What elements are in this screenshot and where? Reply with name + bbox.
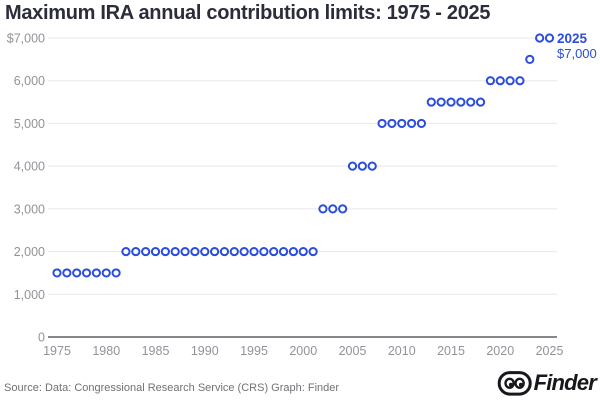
finder-wordmark: Finder [533,370,597,395]
data-point-2020 [495,76,505,86]
data-point-1998 [278,246,289,257]
data-point-2010 [397,118,407,129]
y-axis-tick-6000: 6,000 [14,74,45,88]
source-attribution: Source: Data: Congressional Research Ser… [4,382,340,394]
x-axis-tick-1995: 1995 [240,344,268,358]
data-point-1987 [170,246,180,257]
y-axis-tick-5000: 5,000 [14,117,45,131]
latest-point-annotation: 2025 $7,000 [557,31,597,61]
data-point-1988 [180,246,190,257]
y-axis-tick-1000: 1,000 [14,288,45,302]
data-point-1975 [52,268,62,278]
chart-title: Maximum IRA annual contribution limits: … [5,2,491,24]
data-point-1981 [111,268,121,278]
x-axis-tick-1990: 1990 [191,344,219,358]
data-point-2017 [466,97,476,107]
data-point-1996 [259,246,269,257]
y-axis-tick-4000: 4,000 [14,160,45,174]
data-point-2019 [485,76,495,86]
data-point-2012 [416,118,427,129]
data-point-1982 [121,246,131,257]
data-point-1977 [72,268,82,278]
x-axis-tick-2025: 2025 [536,344,564,358]
data-point-1991 [210,246,220,257]
data-point-1976 [62,268,72,278]
data-point-2015 [446,97,456,107]
data-point-2005 [347,161,358,171]
data-point-2004 [338,204,348,214]
y-axis-tick-0: 0 [38,331,45,345]
data-point-2013 [426,97,436,107]
data-point-2008 [377,118,387,129]
y-axis-tick-2000: 2,000 [14,245,45,259]
annotation-value: $7,000 [557,45,597,61]
x-axis-tick-1980: 1980 [92,344,120,358]
data-point-1993 [229,246,239,257]
data-point-1997 [269,246,279,257]
finder-logo: Finder [497,369,597,397]
data-point-2000 [298,246,308,257]
data-point-2001 [308,246,318,257]
data-point-2002 [318,204,328,214]
data-point-1995 [249,246,259,257]
x-axis-tick-2020: 2020 [486,344,514,358]
data-point-2023 [525,54,535,64]
data-point-2016 [456,97,466,107]
x-axis-tick-1975: 1975 [43,344,71,358]
data-point-1994 [239,246,249,257]
data-point-1985 [150,246,161,257]
data-point-2006 [357,161,367,171]
data-point-1990 [200,246,210,257]
y-axis-tick-3000: 3,000 [14,202,45,216]
data-point-2021 [505,76,515,86]
data-point-2003 [328,204,338,214]
data-point-2014 [436,97,446,107]
data-point-1978 [81,268,92,278]
data-point-2022 [515,76,525,86]
data-point-2007 [367,161,377,171]
data-point-1986 [160,246,170,257]
data-point-1979 [91,268,102,278]
x-axis-tick-2005: 2005 [339,344,367,358]
data-point-1980 [101,268,111,278]
annotation-year: 2025 [557,31,588,46]
finder-eyes-icon [497,369,533,397]
data-point-2011 [407,118,417,129]
data-point-1992 [219,246,230,257]
x-axis-tick-2010: 2010 [388,344,416,358]
data-point-1984 [141,246,151,257]
data-point-2018 [475,97,486,107]
data-point-2025 [544,33,555,43]
x-axis-tick-2015: 2015 [437,344,465,358]
data-point-1999 [288,246,298,257]
x-axis-tick-1985: 1985 [142,344,170,358]
x-axis-tick-2000: 2000 [289,344,317,358]
data-point-1989 [190,246,200,257]
data-point-2024 [535,33,545,43]
data-point-2009 [387,118,397,129]
y-axis-tick-7000: $7,000 [7,32,45,46]
data-point-1983 [131,246,141,257]
